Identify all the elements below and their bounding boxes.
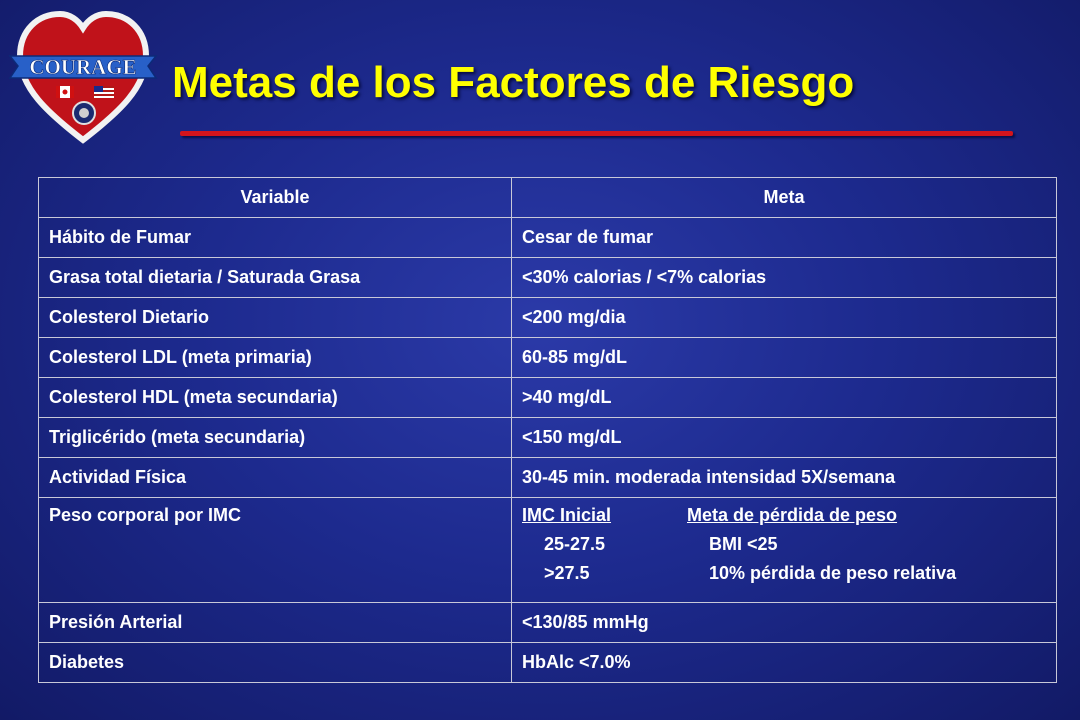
variable-cell: Colesterol LDL (meta primaria) bbox=[38, 337, 512, 378]
variable-cell: Peso corporal por IMC bbox=[38, 497, 512, 603]
table-row: Hábito de Fumar Cesar de fumar bbox=[38, 217, 1057, 258]
table-row: Grasa total dietaria / Saturada Grasa <3… bbox=[38, 257, 1057, 298]
goal-cell: 60-85 mg/dL bbox=[511, 337, 1057, 378]
variable-cell: Actividad Física bbox=[38, 457, 512, 498]
table-row: Actividad Física 30-45 min. moderada int… bbox=[38, 457, 1057, 498]
bmi-range: >27.5 bbox=[544, 563, 590, 583]
bmi-goal-grid: IMC Inicial Meta de pérdida de peso 25-2… bbox=[522, 501, 1046, 588]
goal-cell: >40 mg/dL bbox=[511, 377, 1057, 418]
goal-cell: HbAlc <7.0% bbox=[511, 642, 1057, 683]
goal-cell: <200 mg/dia bbox=[511, 297, 1057, 338]
variable-cell: Triglicérido (meta secundaria) bbox=[38, 417, 512, 458]
table-row: Triglicérido (meta secundaria) <150 mg/d… bbox=[38, 417, 1057, 458]
table-header-row: Variable Meta bbox=[38, 177, 1057, 218]
goal-cell: 30-45 min. moderada intensidad 5X/semana bbox=[511, 457, 1057, 498]
goal-cell: <150 mg/dL bbox=[511, 417, 1057, 458]
table-row-bmi: Peso corporal por IMC IMC Inicial Meta d… bbox=[38, 497, 1057, 603]
page-title: Metas de los Factores de Riesgo bbox=[172, 58, 855, 107]
courage-logo: COURAGE bbox=[8, 10, 158, 144]
variable-cell: Hábito de Fumar bbox=[38, 217, 512, 258]
header-variable: Variable bbox=[38, 177, 512, 218]
table-row: Diabetes HbAlc <7.0% bbox=[38, 642, 1057, 683]
variable-cell: Presión Arterial bbox=[38, 602, 512, 643]
variable-cell: Grasa total dietaria / Saturada Grasa bbox=[38, 257, 512, 298]
bmi-goal: 10% pérdida de peso relativa bbox=[709, 563, 957, 583]
bmi-goal-cell: IMC Inicial Meta de pérdida de peso 25-2… bbox=[511, 497, 1057, 603]
goal-cell: Cesar de fumar bbox=[511, 217, 1057, 258]
goal-cell: <130/85 mmHg bbox=[511, 602, 1057, 643]
variable-cell: Diabetes bbox=[38, 642, 512, 683]
variable-cell: Colesterol HDL (meta secundaria) bbox=[38, 377, 512, 418]
bmi-initial-header: IMC Inicial bbox=[522, 505, 612, 525]
risk-factor-table: Variable Meta Hábito de Fumar Cesar de f… bbox=[38, 177, 1057, 683]
weight-loss-goal-header: Meta de pérdida de peso bbox=[687, 505, 898, 525]
title-underline bbox=[180, 131, 1013, 136]
header-meta: Meta bbox=[511, 177, 1057, 218]
variable-cell: Colesterol Dietario bbox=[38, 297, 512, 338]
table-row: Colesterol Dietario <200 mg/dia bbox=[38, 297, 1057, 338]
bmi-goal: BMI <25 bbox=[709, 534, 778, 554]
svg-text:COURAGE: COURAGE bbox=[29, 55, 136, 79]
bmi-range: 25-27.5 bbox=[544, 534, 606, 554]
table-row: Presión Arterial <130/85 mmHg bbox=[38, 602, 1057, 643]
table-row: Colesterol HDL (meta secundaria) >40 mg/… bbox=[38, 377, 1057, 418]
table-row: Colesterol LDL (meta primaria) 60-85 mg/… bbox=[38, 337, 1057, 378]
goal-cell: <30% calorias / <7% calorias bbox=[511, 257, 1057, 298]
